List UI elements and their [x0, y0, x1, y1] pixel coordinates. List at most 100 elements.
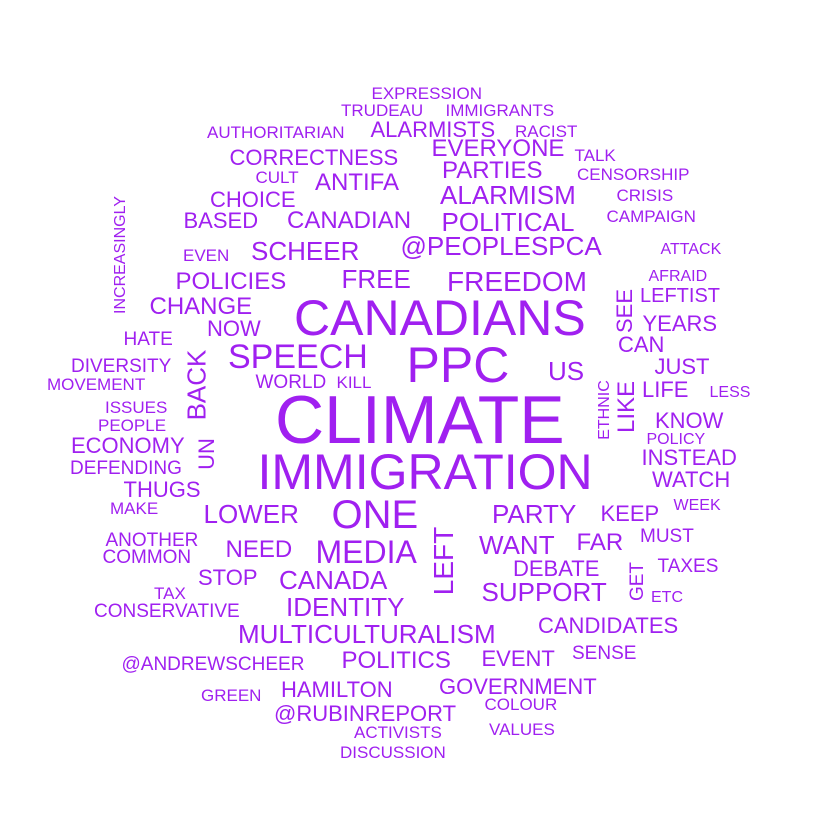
word-hate: HATE [123, 328, 173, 350]
word-racist: RACIST [515, 121, 578, 141]
word-taxes: TAXES [657, 555, 719, 577]
word-censorship: CENSORSHIP [577, 164, 690, 184]
word-lower: LOWER [203, 499, 299, 529]
word-ppc: PPC [406, 337, 510, 393]
word-canadians: CANADIANS [294, 290, 586, 346]
word-correctness: CORRECTNESS [229, 145, 399, 170]
word-us: US [548, 356, 585, 386]
word-media: MEDIA [315, 534, 417, 570]
word-peoplespca: @PEOPLESPCA [400, 231, 602, 261]
word-now: NOW [207, 316, 261, 341]
word-green: GREEN [201, 685, 262, 705]
word-years: YEARS [642, 311, 718, 336]
word-stop: STOP [198, 565, 258, 590]
word-immigrants: IMMIGRANTS [445, 100, 555, 120]
word-see: SEE [612, 288, 638, 334]
word-multiculturalism: MULTICULTURALISM [238, 619, 496, 649]
word-life: LIFE [642, 377, 689, 402]
word-talk: TALK [574, 145, 616, 165]
word-keep: KEEP [600, 501, 660, 526]
word-tax: TAX [154, 583, 186, 603]
word-far: FAR [576, 529, 624, 556]
word-freedom: FREEDOM [447, 266, 587, 297]
word-support: SUPPORT [481, 577, 607, 607]
word-government: GOVERNMENT [439, 674, 597, 699]
word-week: WEEK [673, 497, 721, 514]
word-want: WANT [479, 530, 555, 560]
word-expression: EXPRESSION [371, 83, 483, 103]
word-ethnic: ETHNIC [595, 380, 613, 440]
word-political: POLITICAL [441, 207, 575, 237]
word-make: MAKE [110, 498, 159, 518]
word-activists: ACTIVISTS [354, 722, 442, 742]
word-rubinreport: @RUBINREPORT [274, 701, 457, 726]
word-another: ANOTHER [105, 529, 199, 551]
word-movement: MOVEMENT [47, 374, 146, 394]
word-one: ONE [331, 493, 419, 537]
word-alarmists: ALARMISTS [370, 117, 496, 142]
word-diversity: DIVERSITY [71, 355, 172, 377]
word-choice: CHOICE [210, 187, 296, 212]
word-campaign: CAMPAIGN [606, 206, 696, 226]
word-everyone: EVERYONE [431, 135, 565, 162]
word-hamilton: HAMILTON [281, 677, 393, 702]
word-antifa: ANTIFA [315, 169, 400, 196]
word-discussion: DISCUSSION [340, 742, 446, 762]
word-canada: CANADA [279, 565, 388, 595]
word-world: WORLD [255, 371, 327, 393]
word-like: LIKE [613, 380, 641, 434]
word-un: UN [193, 438, 219, 470]
word-andrewscheer: @ANDREWSCHEER [121, 653, 305, 675]
word-parties: PARTIES [442, 157, 543, 184]
word-attack: ATTACK [660, 241, 722, 258]
word-people: PEOPLE [98, 415, 167, 435]
word-identity: IDENTITY [286, 592, 405, 622]
word-authoritarian: AUTHORITARIAN [207, 122, 345, 142]
word-defending: DEFENDING [70, 457, 182, 479]
word-instead: INSTEAD [641, 445, 737, 470]
word-economy: ECONOMY [71, 433, 185, 458]
word-just: JUST [654, 354, 710, 379]
word-sense: SENSE [572, 642, 637, 664]
word-policies: POLICIES [175, 268, 287, 295]
word-crisis: CRISIS [616, 185, 674, 205]
word-etc: ETC [651, 589, 683, 606]
word-cult: CULT [255, 167, 299, 187]
word-speech: SPEECH [228, 338, 368, 376]
word-scheer: SCHEER [251, 236, 360, 266]
word-trudeau: TRUDEAU [341, 100, 424, 120]
word-left: LEFT [428, 526, 460, 596]
word-canadian: CANADIAN [287, 207, 412, 234]
word-conservative: CONSERVATIVE [94, 600, 240, 622]
word-policy: POLICY [646, 431, 706, 448]
word-common: COMMON [102, 546, 192, 568]
word-watch: WATCH [652, 467, 731, 492]
word-need: NEED [225, 536, 293, 563]
word-less: LESS [709, 384, 751, 401]
word-even: EVEN [183, 245, 230, 265]
word-afraid: AFRAID [648, 268, 708, 285]
word-immigration: IMMIGRATION [257, 444, 593, 500]
word-know: KNOW [655, 408, 724, 433]
word-politics: POLITICS [341, 647, 451, 674]
word-kill: KILL [336, 372, 372, 392]
word-leftist: LEFTIST [640, 285, 721, 307]
word-increasingly: INCREASINGLY [111, 196, 129, 314]
word-must: MUST [640, 525, 694, 547]
word-colour: COLOUR [484, 694, 558, 714]
word-alarmism: ALARMISM [440, 180, 576, 210]
word-get: GET [626, 561, 648, 601]
word-free: FREE [341, 264, 411, 294]
word-based: BASED [183, 208, 259, 233]
word-issues: ISSUES [105, 397, 168, 417]
word-debate: DEBATE [513, 556, 600, 581]
word-climate: CLIMATE [275, 382, 565, 458]
word-values: VALUES [489, 719, 555, 739]
word-change: CHANGE [149, 293, 253, 320]
word-can: CAN [618, 332, 665, 357]
word-party: PARTY [492, 499, 577, 529]
word-thugs: THUGS [123, 477, 201, 502]
word-event: EVENT [481, 646, 555, 671]
word-candidates: CANDIDATES [538, 613, 679, 638]
